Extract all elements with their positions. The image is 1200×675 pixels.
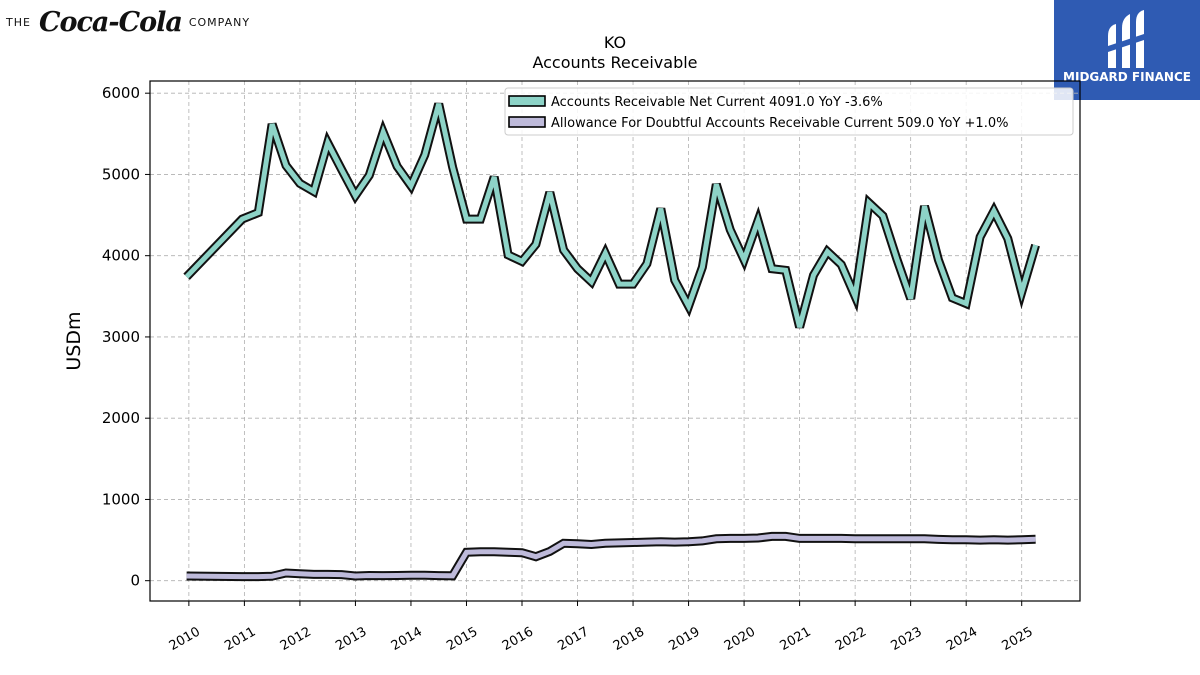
x-axis: 2010 2011 2012 2013 2014 2015 2016 2017 2018 2019…	[167, 601, 1036, 654]
legend-entry: Allowance For Doubtful Accounts Receivab…	[551, 116, 1008, 131]
x-tick-label: 2019	[666, 624, 702, 654]
x-tick-label: 2013	[333, 624, 369, 654]
x-tick-label: 2022	[833, 624, 869, 654]
y-tick-label: 0	[130, 572, 140, 590]
x-tick-label: 2015	[444, 624, 480, 654]
series-line	[184, 103, 1038, 328]
y-tick-label: 4000	[102, 247, 140, 265]
legend-box	[504, 87, 1074, 136]
x-tick-label: 2010	[167, 624, 203, 654]
x-tick-label: 2024	[944, 624, 980, 654]
coca-cola-logo: THE Coca-Cola COMPANY	[6, 4, 250, 40]
legend-swatch	[508, 116, 546, 128]
legend-swatch	[508, 95, 546, 107]
midgard-finance-logo: MIDGARD FINANCE	[1054, 0, 1200, 100]
plot-frame	[149, 80, 1081, 602]
x-tick-label: 2021	[777, 624, 813, 654]
y-tick-label: 2000	[102, 409, 140, 427]
x-tick-label: 2017	[555, 624, 591, 654]
x-tick-label: 2011	[222, 624, 258, 654]
series-1	[183, 102, 1040, 329]
logo-prefix: THE	[6, 15, 31, 29]
y-tick-label: 6000	[102, 84, 140, 102]
x-tick-label: 2018	[611, 624, 647, 654]
x-tick-label: 2023	[888, 624, 924, 654]
series-line	[186, 533, 1036, 580]
x-tick-label: 2012	[278, 624, 314, 654]
y-axis: 0 1000 2000 3000 4000 5000 6000	[102, 84, 150, 590]
grid	[150, 81, 1080, 601]
y-tick-label: 3000	[102, 328, 140, 346]
legend: Accounts Receivable Net Current 4091.0 Y…	[504, 87, 1074, 136]
logo-suffix: COMPANY	[188, 15, 251, 29]
x-tick-label: 2014	[389, 624, 425, 654]
midgard-emblem-icon	[1108, 10, 1144, 68]
series-layer	[183, 102, 1040, 582]
y-axis-label: USDm	[63, 311, 85, 370]
x-tick-label: 2016	[500, 624, 536, 654]
y-tick-label: 5000	[102, 165, 140, 183]
x-tick-label: 2025	[1000, 624, 1036, 654]
chart-title: KO	[604, 33, 626, 52]
legend-entry: Accounts Receivable Net Current 4091.0 Y…	[551, 95, 883, 110]
chart-subtitle: Accounts Receivable	[532, 53, 697, 72]
y-tick-label: 1000	[102, 490, 140, 508]
x-tick-label: 2020	[722, 624, 758, 654]
midgard-finance-text: MIDGARD FINANCE	[1063, 70, 1191, 84]
logo-script: Coca-Cola	[38, 6, 183, 38]
series-2	[186, 531, 1036, 582]
